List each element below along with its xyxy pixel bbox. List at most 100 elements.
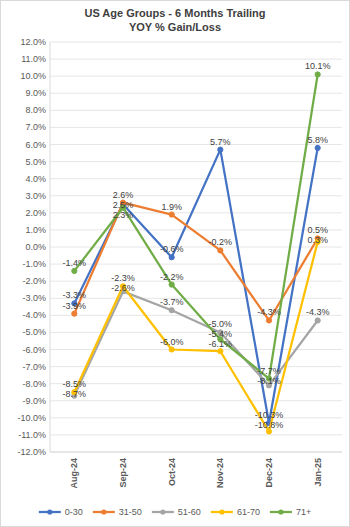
y-tick-label: 8.0%	[25, 105, 46, 115]
grid-line	[50, 366, 342, 367]
y-tick-label: 4.0%	[25, 174, 46, 184]
x-tick-label: Sep-24	[118, 458, 128, 488]
data-label: 0.5%	[307, 225, 328, 235]
grid-line	[50, 76, 342, 77]
data-label: 10.1%	[305, 61, 331, 71]
series-marker	[315, 72, 320, 77]
series-marker	[266, 318, 271, 323]
data-label: -10.3%	[255, 410, 284, 420]
data-label: -3.7%	[160, 297, 184, 307]
data-labels: -1.4%-3.3%-3.9%-8.5%-8.7%2.6%2.5%2.3%-2.…	[63, 61, 331, 430]
legend-marker	[160, 509, 165, 514]
data-label: -1.4%	[63, 258, 87, 268]
grid-line	[50, 110, 342, 111]
data-label: -2.3%	[111, 273, 135, 283]
grid-line	[50, 127, 342, 128]
y-tick-label: 7.0%	[25, 122, 46, 132]
legend-marker	[219, 509, 224, 514]
y-tick-label: 12.0%	[20, 37, 46, 47]
grid-line	[50, 434, 342, 435]
legend-label: 61-70	[237, 507, 260, 517]
grid-line	[50, 161, 342, 162]
y-tick-label: -10.0%	[17, 413, 46, 423]
grid-line	[50, 332, 342, 333]
grid-line	[50, 144, 342, 145]
data-label: 2.6%	[113, 190, 134, 200]
legend-label: 31-50	[119, 507, 142, 517]
y-tick-label: 3.0%	[25, 191, 46, 201]
series-marker	[315, 318, 320, 323]
legend: 0-30 31-50 51-60 61-70 71+	[39, 507, 311, 517]
data-label: -10.8%	[255, 420, 284, 430]
grid-line	[50, 452, 342, 453]
data-label: 2.3%	[113, 210, 134, 220]
series-marker	[169, 255, 174, 260]
data-label: -0.6%	[160, 244, 184, 254]
series-marker	[169, 308, 174, 313]
grid-line	[50, 383, 342, 384]
legend-label: 0-30	[65, 507, 83, 517]
data-label: -5.4%	[209, 329, 233, 339]
legend-label: 71+	[296, 507, 311, 517]
y-tick-label: -9.0%	[22, 396, 46, 406]
data-label: -2.2%	[160, 272, 184, 282]
data-label: -2.6%	[111, 283, 135, 293]
grid-line	[50, 59, 342, 60]
y-tick-label: -6.0%	[22, 345, 46, 355]
data-label: -8.1%	[257, 376, 281, 386]
y-tick-label: 10.0%	[20, 71, 46, 81]
data-label: -3.3%	[63, 290, 87, 300]
y-tick-label: -11.0%	[18, 430, 46, 440]
data-label: -6.1%	[209, 339, 233, 349]
grid-line	[50, 178, 342, 179]
data-label: -4.3%	[257, 307, 281, 317]
legend-marker	[47, 509, 52, 514]
y-tick-label: -7.0%	[22, 362, 46, 372]
legend-label: 51-60	[178, 507, 201, 517]
y-tick-label: 0.0%	[25, 242, 46, 252]
data-label: 1.9%	[161, 202, 182, 212]
series-marker	[218, 147, 223, 152]
y-tick-label: -1.0%	[22, 259, 46, 269]
data-label: -8.7%	[63, 389, 87, 399]
y-tick-label: 1.0%	[25, 225, 46, 235]
x-tick-label: Dec-24	[264, 458, 274, 488]
series-group	[72, 72, 321, 434]
y-tick-label: -3.0%	[22, 293, 46, 303]
data-label: 5.7%	[210, 137, 231, 147]
grid	[50, 42, 342, 452]
data-label: -3.9%	[63, 301, 87, 311]
data-label: 2.5%	[113, 200, 134, 210]
data-label: -7.7%	[257, 366, 281, 376]
x-tick-label: Nov-24	[215, 458, 225, 488]
data-label: 0.3%	[307, 235, 328, 245]
x-tick-label: Jan-25	[313, 458, 323, 487]
data-label: 5.8%	[307, 135, 328, 145]
grid-line	[50, 417, 342, 418]
y-tick-label: 5.0%	[25, 157, 46, 167]
series-marker	[72, 268, 77, 273]
plot-area	[50, 42, 342, 452]
grid-line	[50, 400, 342, 401]
series-marker	[169, 347, 174, 352]
y-tick-label: 6.0%	[25, 140, 46, 150]
grid-line	[50, 212, 342, 213]
y-tick-label: 9.0%	[25, 88, 46, 98]
x-axis-line	[50, 452, 342, 453]
data-label: -5.0%	[209, 319, 233, 329]
grid-line	[50, 281, 342, 282]
y-tick-label: 2.0%	[25, 208, 46, 218]
y-tick-label: -5.0%	[22, 327, 46, 337]
data-label: -4.3%	[306, 307, 330, 317]
x-tick-label: Aug-24	[69, 458, 79, 489]
y-tick-label: -12.0%	[17, 447, 46, 457]
series-marker	[315, 145, 320, 150]
y-tick-label: -4.0%	[22, 310, 46, 320]
series-marker	[72, 311, 77, 316]
series-line	[74, 242, 317, 432]
y-axis-line	[50, 42, 51, 452]
title: US Age Groups - 6 Months Trailing	[84, 7, 265, 19]
data-label: -6.0%	[160, 337, 184, 347]
x-tick-label: Oct-24	[167, 458, 177, 486]
data-label: -0.2%	[209, 237, 233, 247]
